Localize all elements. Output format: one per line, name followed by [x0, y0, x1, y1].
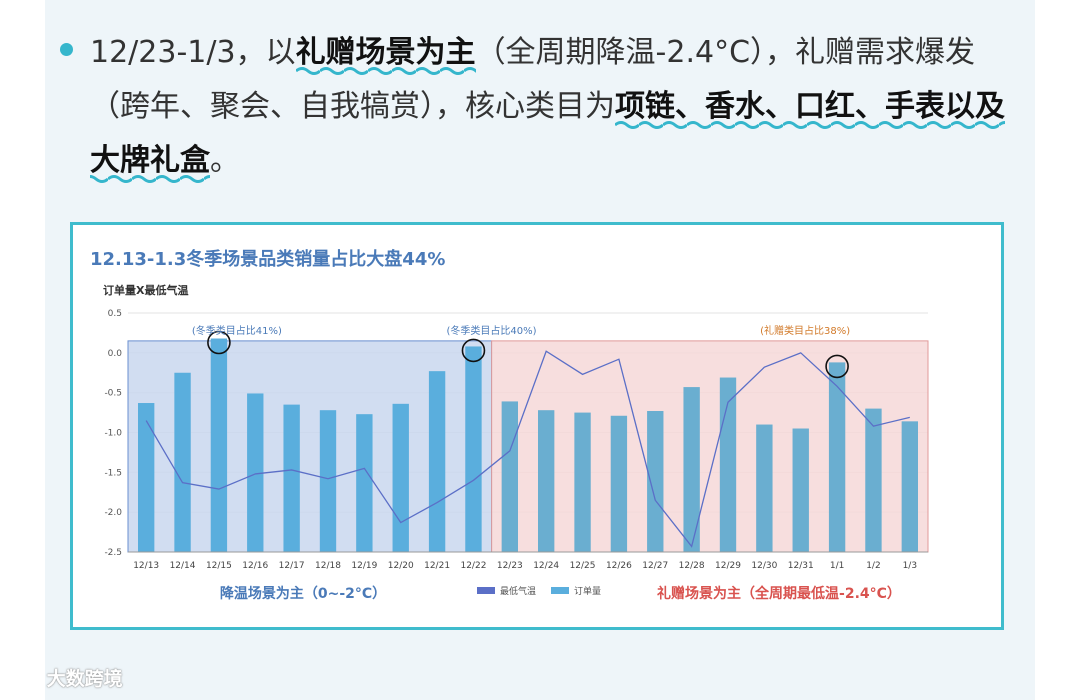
- bar: [719, 377, 737, 552]
- bar: [138, 403, 155, 552]
- bar: [392, 403, 409, 552]
- bar: [465, 346, 482, 552]
- x-tick-label: 12/18: [315, 561, 341, 571]
- bar: [283, 404, 300, 552]
- x-tick-label: 12/19: [351, 561, 377, 571]
- bar: [683, 387, 700, 552]
- bar: [210, 338, 228, 552]
- x-tick-label: 12/24: [533, 561, 559, 571]
- zone-label-cooling: 降温场景为主（0~-2°C）: [220, 585, 386, 602]
- bar: [610, 415, 628, 552]
- bar: [574, 412, 591, 552]
- bar: [865, 408, 882, 552]
- y-tick-label: 0.0: [108, 349, 123, 359]
- y-tick-label: 0.5: [108, 309, 122, 319]
- x-tick-label: 12/21: [424, 561, 450, 571]
- x-tick-label: 1/1: [830, 561, 844, 571]
- annotation-label: (冬季类目占比40%): [446, 324, 536, 337]
- x-tick-label: 1/2: [866, 561, 880, 571]
- bar: [756, 424, 773, 552]
- x-tick-label: 12/16: [242, 561, 268, 571]
- x-tick-label: 12/25: [570, 561, 596, 571]
- x-tick-label: 12/30: [751, 561, 777, 571]
- x-tick-label: 12/26: [606, 561, 632, 571]
- x-tick-label: 12/20: [388, 561, 414, 571]
- chart-card-title: 12.13-1.3冬季场景品类销量占比大盘44%: [90, 249, 446, 270]
- bar: [828, 362, 846, 552]
- annotation-label: (冬季类目占比41%): [192, 324, 282, 337]
- legend-swatch-bar: [551, 587, 569, 594]
- bullet-dot: [60, 43, 73, 56]
- highlight-circle: [461, 338, 486, 363]
- legend-swatch-line: [477, 587, 495, 594]
- annotation-label: (礼赠类目占比38%): [760, 324, 850, 337]
- combo-chart: 订单量X最低气温 0.5 0.0 -0.5 -1.0 -1.5 -2.0 -2.5 12/13 1…: [103, 283, 929, 602]
- x-tick-label: 12/27: [642, 561, 668, 571]
- legend-label: 最低气温: [500, 585, 536, 597]
- x-tick-label: 12/17: [279, 561, 305, 571]
- x-tick-label: 12/31: [788, 561, 814, 571]
- zone-background: [491, 340, 929, 553]
- highlight-circle: [825, 354, 849, 379]
- bar: [538, 410, 555, 552]
- x-tick-label: 1/3: [903, 561, 917, 571]
- x-tick-label: 12/23: [497, 561, 523, 571]
- bar: [428, 371, 446, 552]
- bar: [647, 410, 664, 552]
- y-tick-label: -1.5: [104, 468, 122, 478]
- text-date-range: 12/23-1/3，以: [90, 35, 296, 70]
- zone-label-gifting: 礼赠场景为主（全周期最低温-2.4°C）: [657, 585, 901, 602]
- x-tick-label: 12/28: [679, 561, 705, 571]
- brand-logo-icon: [6, 671, 37, 688]
- legend-label: 订单量: [574, 585, 601, 597]
- text-period: 。: [210, 143, 240, 178]
- x-tick-label: 12/29: [715, 561, 741, 571]
- y-axis-label: 订单量X最低气温: [103, 283, 188, 297]
- bar: [174, 372, 191, 552]
- y-tick-label: -1.0: [104, 429, 122, 439]
- bar: [247, 393, 264, 552]
- bar: [319, 410, 337, 552]
- watermark-text: 大数跨境: [46, 668, 123, 690]
- chart-card: 12.13-1.3冬季场景品类销量占比大盘44% 订单量X最低气温 0.5 0.0 -…: [70, 222, 1004, 630]
- bar: [356, 414, 373, 552]
- y-tick-label: -0.5: [104, 389, 122, 399]
- bar: [501, 401, 518, 552]
- bar: [792, 428, 809, 552]
- y-tick-label: -2.0: [104, 508, 122, 518]
- x-tick-label: 12/14: [170, 561, 196, 571]
- text-demand: （全周期降温-2.4°C），礼赠需求爆发（跨年、聚会、自我犒赏），核心类目为: [90, 35, 976, 124]
- y-tick-label: -2.5: [104, 548, 122, 558]
- temperature-line: [145, 350, 910, 548]
- watermark: 大数跨境: [6, 664, 123, 691]
- highlight-circle: [207, 330, 231, 355]
- x-tick-label: 12/22: [460, 561, 486, 571]
- description-paragraph: 12/23-1/3，以礼赠场景为主（全周期降温-2.4°C），礼赠需求爆发（跨年…: [90, 26, 1020, 188]
- x-tick-label: 12/13: [133, 561, 159, 571]
- highlight-gift-scene: 礼赠场景为主: [295, 35, 476, 76]
- x-tick-label: 12/15: [206, 561, 232, 571]
- bar: [901, 421, 918, 552]
